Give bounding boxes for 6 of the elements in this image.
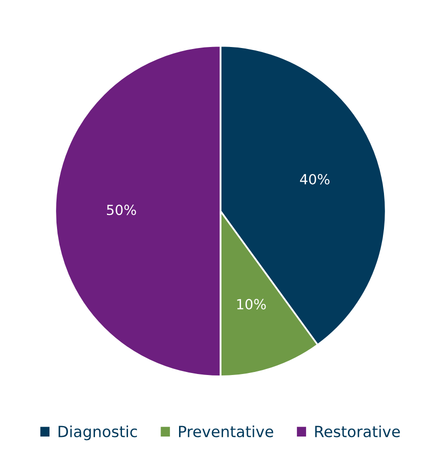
legend-label: Restorative: [315, 425, 400, 438]
legend-label: Diagnostic: [58, 425, 137, 440]
data-label: 40%: [300, 174, 330, 184]
data-label: 10%: [237, 298, 266, 310]
legend-label: Preventative: [179, 425, 274, 438]
data-label: 50%: [106, 204, 136, 216]
